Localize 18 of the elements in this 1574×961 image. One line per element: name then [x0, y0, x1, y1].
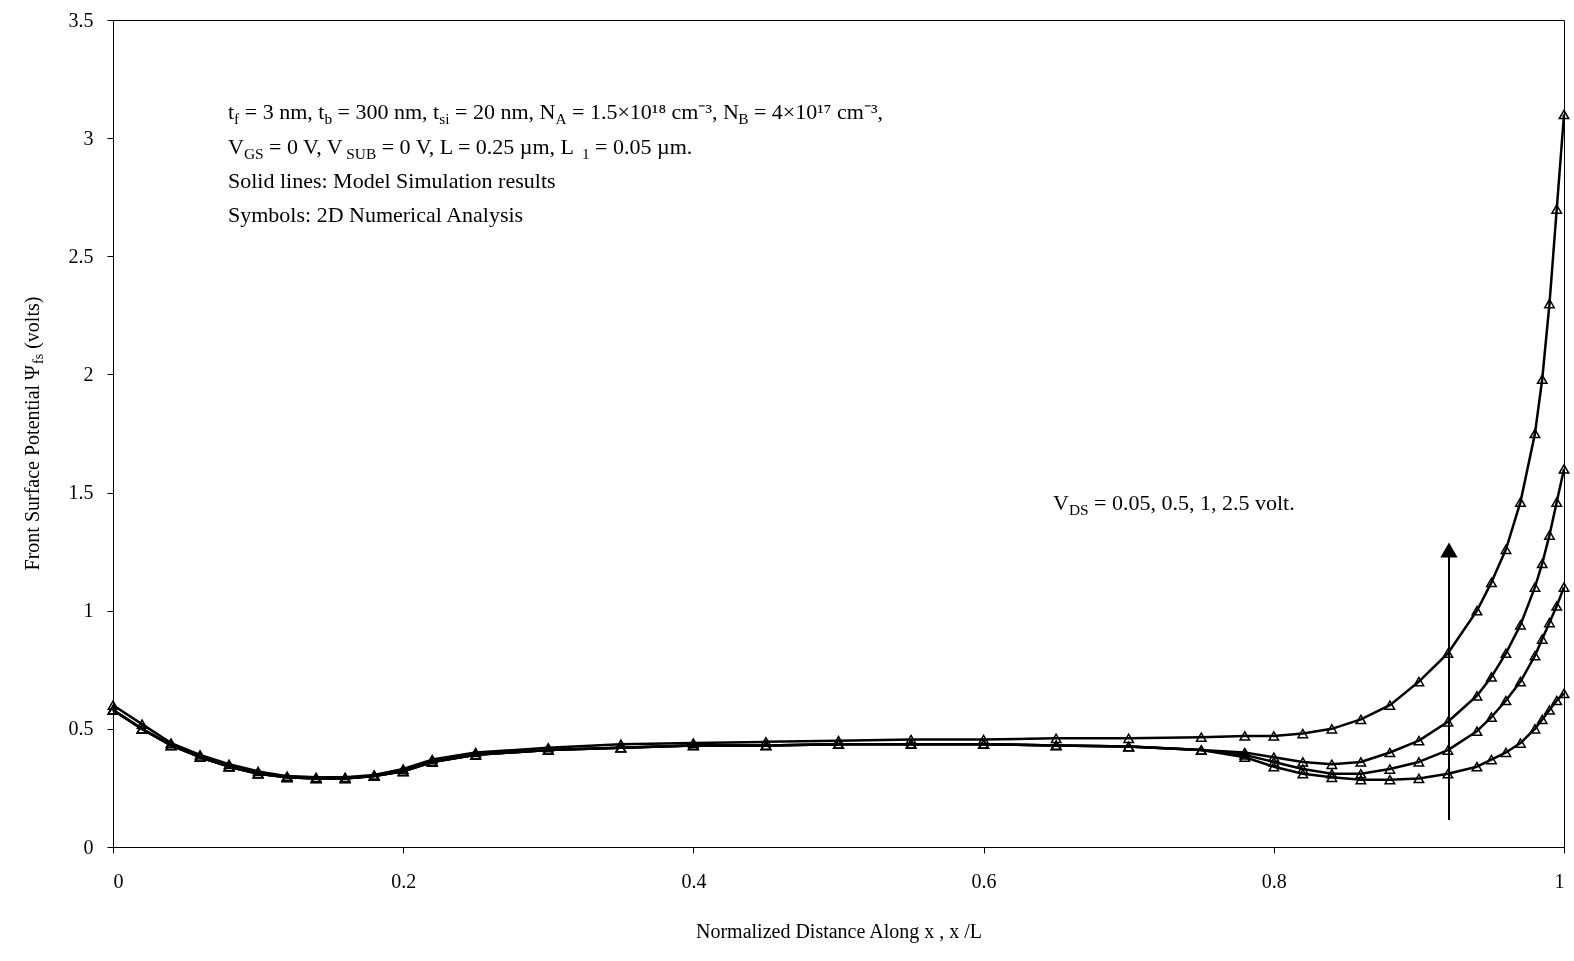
annotation: Solid lines: Model Simulation results: [228, 168, 556, 193]
x-tick-label: 1: [1554, 869, 1565, 892]
x-tick-label: 0.2: [391, 869, 417, 892]
y-tick-label: 0.5: [68, 717, 94, 740]
y-axis-title: Front Surface Potential Ψfs (volts): [21, 296, 46, 571]
y-tick-label: 1: [83, 599, 94, 622]
y-tick-label: 3: [83, 126, 94, 149]
y-tick-label: 2: [83, 362, 94, 385]
x-tick-label: 0: [113, 869, 124, 892]
x-tick-label: 0.6: [971, 869, 997, 892]
x-tick-label: 0.8: [1261, 869, 1287, 892]
x-axis-title: Normalized Distance Along x , x /L: [695, 919, 983, 943]
x-tick-label: 0.4: [681, 869, 707, 892]
y-tick-label: 2.5: [68, 244, 94, 267]
y-tick-label: 1.5: [68, 481, 94, 504]
annotation: Symbols: 2D Numerical Analysis: [228, 202, 524, 227]
y-tick-label: 0: [83, 835, 94, 858]
y-tick-label: 3.5: [68, 8, 94, 31]
